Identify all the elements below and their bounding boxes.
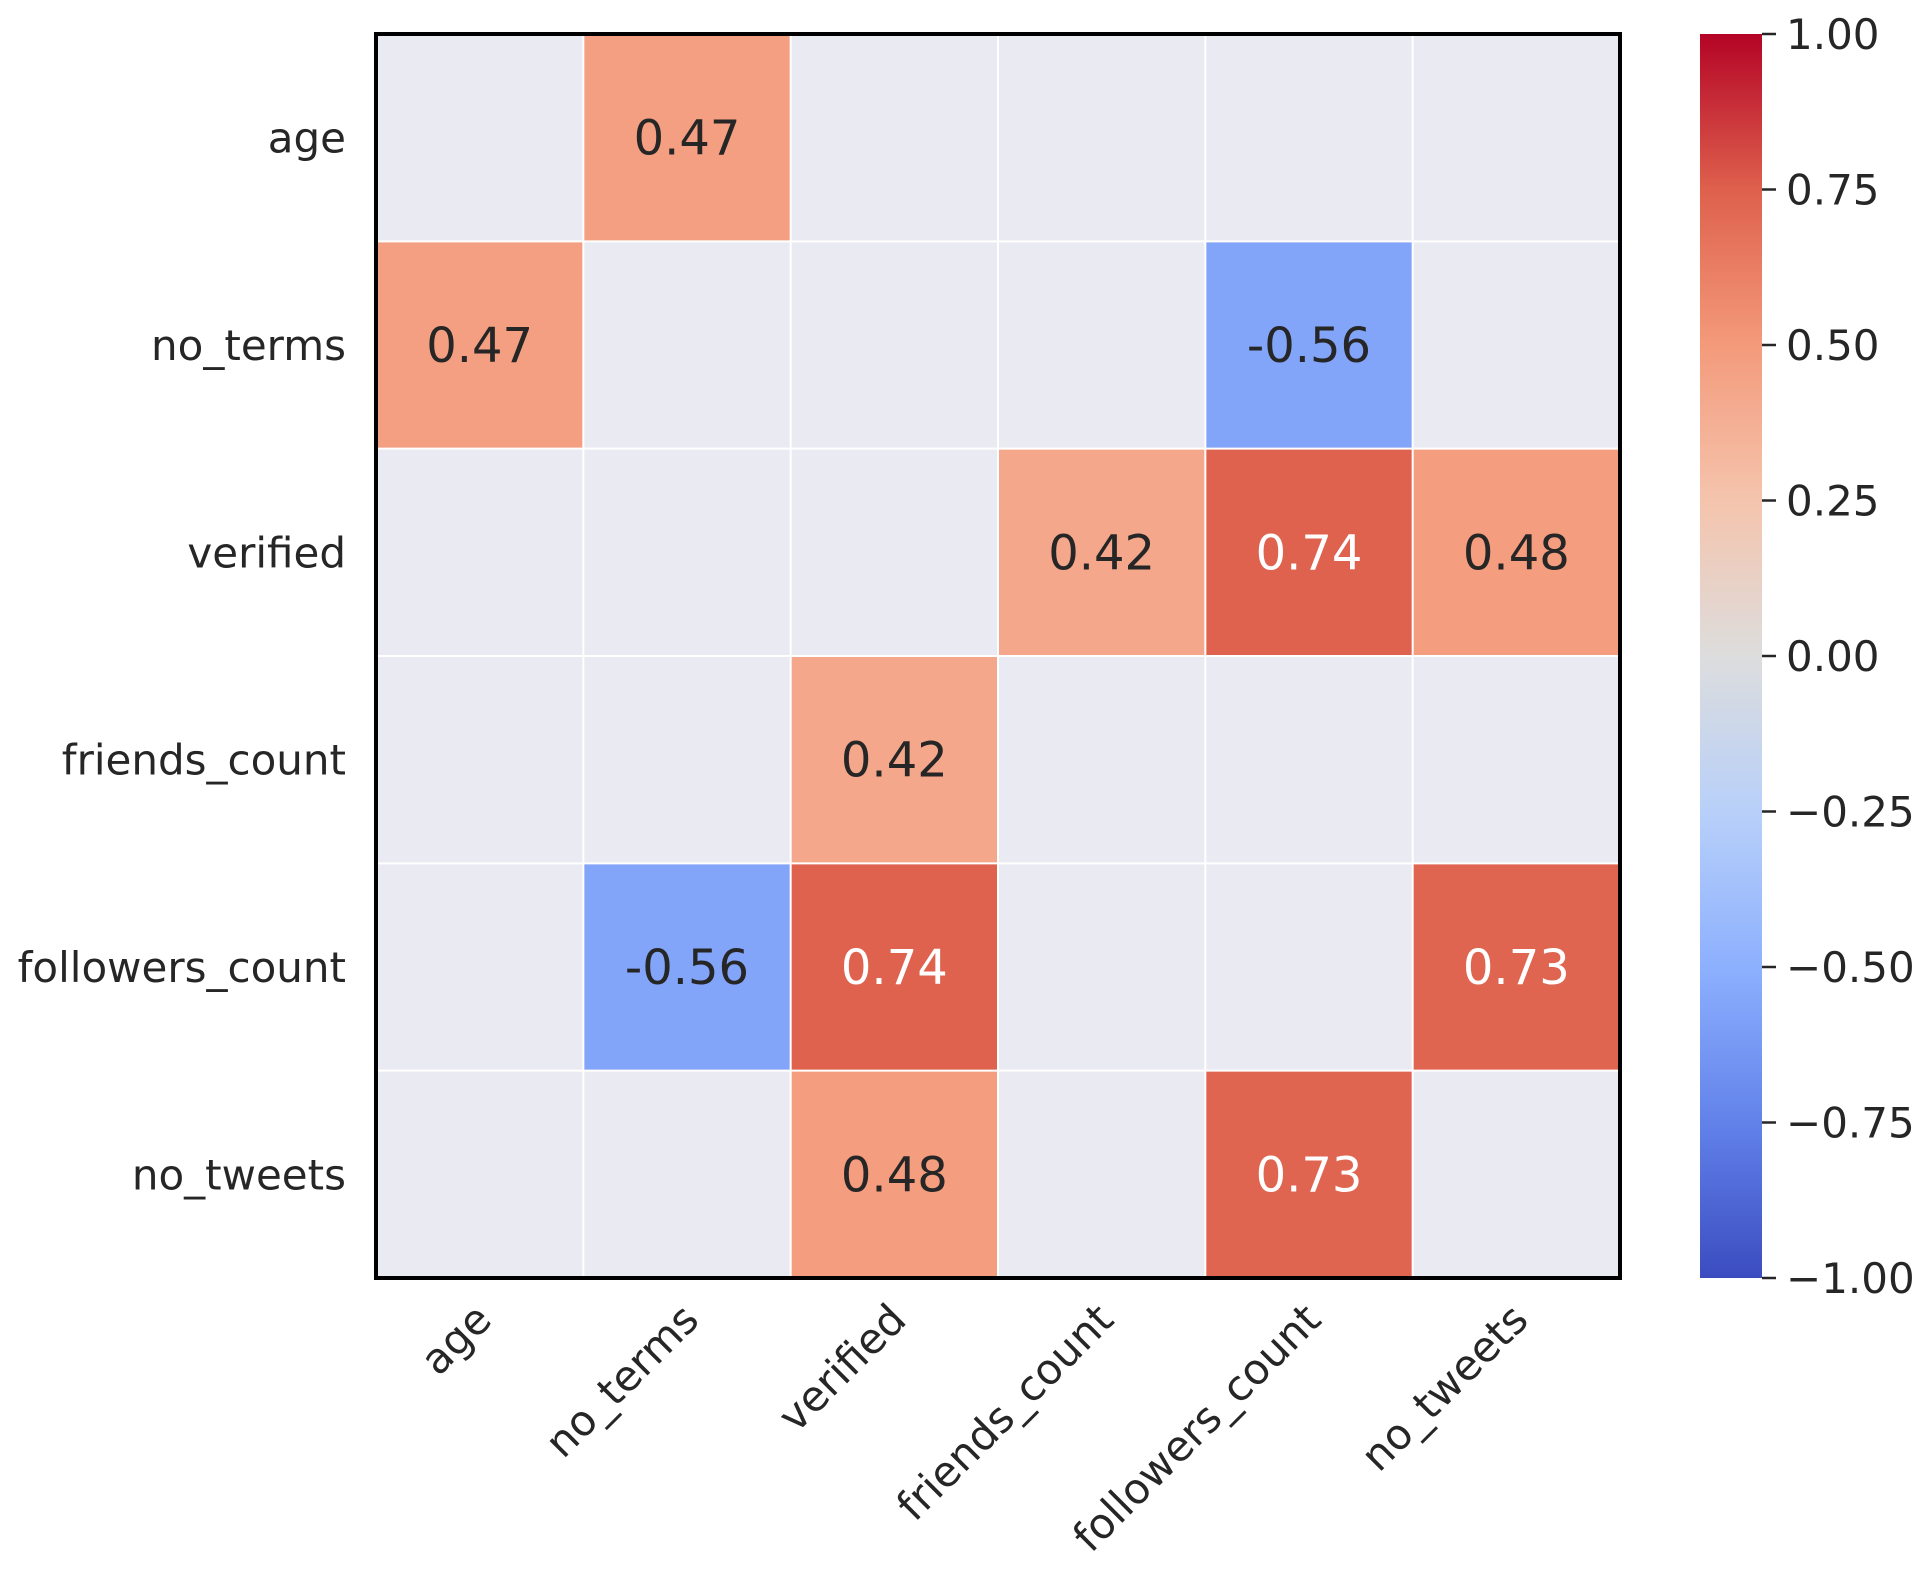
heatmap-cell [1412, 448, 1620, 656]
heatmap-cell [1205, 241, 1413, 449]
x-axis-tick-labels: age no_terms verifiedfriends_countfollower… [411, 1294, 1538, 1561]
cell-value-label: 0.74 [1256, 525, 1363, 581]
colorbar-ticks: 1.00 0.75 0.50 0.25 0.00 −0.25 −0.50 −0.75 −1.00 [1762, 10, 1915, 1303]
heatmap-cell-empty [583, 241, 791, 449]
heatmap-cell-empty [790, 241, 998, 449]
heatmap-cells [376, 34, 1620, 1278]
colorbar-tick-label: 0.50 [1786, 321, 1880, 370]
x-tick-label: no_terms [536, 1294, 709, 1467]
heatmap-cell-empty [790, 448, 998, 656]
colorbar-tick-label: −1.00 [1786, 1254, 1915, 1303]
heatmap-cell-empty [376, 34, 584, 242]
heatmap-cell-empty [1412, 656, 1620, 864]
cell-value-label: 0.48 [1463, 525, 1570, 581]
colorbar-tick-label: −0.75 [1786, 1099, 1915, 1148]
heatmap-cell-empty [790, 34, 998, 242]
x-tick-label: friends_count [887, 1294, 1123, 1530]
x-tick-label: verified [769, 1294, 916, 1441]
x-tick-label: no_tweets [1351, 1294, 1537, 1480]
heatmap-cell-empty [1412, 241, 1620, 449]
heatmap-cell-empty [998, 656, 1206, 864]
heatmap-cell [583, 863, 791, 1071]
cell-value-label: 0.42 [1048, 525, 1155, 581]
plot-frame [374, 32, 1622, 1280]
colorbar-tick-label: −0.25 [1786, 788, 1915, 837]
heatmap-cell-empty [1412, 1070, 1620, 1278]
heatmap-cell [790, 656, 998, 864]
heatmap-cell-empty [998, 863, 1206, 1071]
heatmap-cell-empty [376, 863, 584, 1071]
colorbar-gradient [1700, 34, 1762, 1278]
heatmap-cell [376, 241, 584, 449]
x-tick-label: age [411, 1294, 501, 1384]
cell-value-label: 0.73 [1256, 1147, 1363, 1203]
heatmap-cell-empty [998, 241, 1206, 449]
heatmap-cell-empty [998, 1070, 1206, 1278]
heatmap-cell [998, 448, 1206, 656]
colorbar-tick-label: 0.75 [1786, 166, 1880, 215]
heatmap-cell-empty [1205, 656, 1413, 864]
heatmap-cell [583, 34, 791, 242]
heatmap-cell-empty [1205, 34, 1413, 242]
colorbar-tick-label: 1.00 [1786, 10, 1880, 59]
heatmap-cell [790, 863, 998, 1071]
colorbar-tick-label: −0.50 [1786, 943, 1915, 992]
cell-value-label: -0.56 [1247, 318, 1371, 374]
heatmap-cell-empty [376, 448, 584, 656]
heatmap-cell-empty [998, 34, 1206, 242]
y-tick-label: friends_count [62, 736, 346, 785]
heatmap-cell [1205, 448, 1413, 656]
cell-value-label: 0.47 [426, 318, 533, 374]
heatmap-cell [1412, 863, 1620, 1071]
heatmap-cell [790, 1070, 998, 1278]
y-tick-label: no_tweets [132, 1150, 346, 1199]
y-tick-label: followers_count [18, 943, 346, 992]
cell-value-label: 0.42 [841, 733, 948, 789]
heatmap-cell [1205, 1070, 1413, 1278]
colorbar: 1.00 0.75 0.50 0.25 0.00 −0.25 −0.50 −0.75 −1.00 [1700, 10, 1915, 1303]
cell-value-label: 0.48 [841, 1147, 948, 1203]
y-tick-label: age [268, 114, 346, 163]
heatmap-cell-empty [1205, 863, 1413, 1071]
y-axis-tick-labels: age no_terms verified friends_count follower… [18, 114, 346, 1200]
colorbar-tick-label: 0.25 [1786, 477, 1880, 526]
cell-value-label: -0.56 [625, 940, 749, 996]
heatmap-cell-empty [583, 1070, 791, 1278]
cell-value-labels: 0.47 0.47 -0.56 0.42 0.74 0.48 0.42 -0.56 0.74 0.… [426, 111, 1570, 1204]
colorbar-tick-label: 0.00 [1786, 632, 1880, 681]
heatmap-cell-empty [583, 656, 791, 864]
heatmap-cell-empty [376, 1070, 584, 1278]
heatmap-gridlines [376, 34, 1620, 1278]
heatmap-cell-empty [376, 656, 584, 864]
heatmap-cell-empty [1412, 34, 1620, 242]
cell-value-label: 0.73 [1463, 940, 1570, 996]
cell-value-label: 0.47 [634, 111, 741, 167]
cell-value-label: 0.74 [841, 940, 948, 996]
y-tick-label: no_terms [151, 321, 346, 370]
heatmap-cell-empty [583, 448, 791, 656]
y-tick-label: verified [187, 528, 346, 577]
